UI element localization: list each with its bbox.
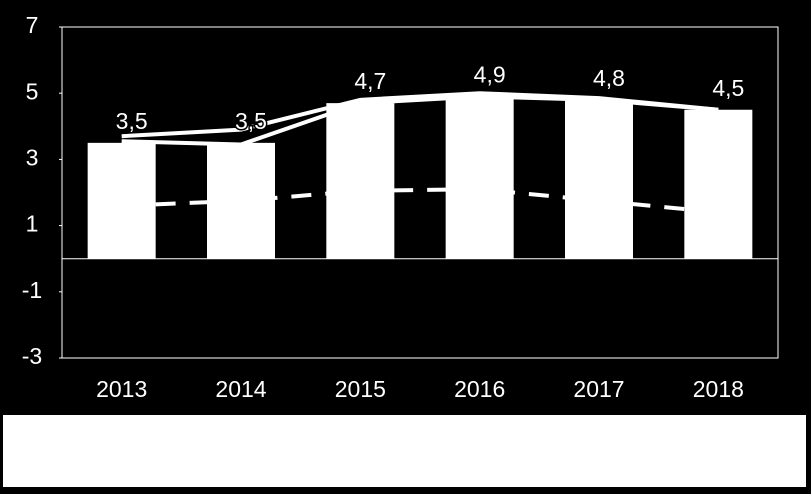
- x-tick-label: 2014: [215, 376, 266, 402]
- x-tick-label: 2018: [693, 376, 744, 402]
- value-label: 4,5: [712, 75, 744, 101]
- bar: [326, 103, 395, 259]
- x-tick-label: 2013: [96, 376, 147, 402]
- line: [121, 94, 719, 147]
- y-tick-label: 1: [26, 211, 39, 237]
- value-label: 4,9: [474, 62, 506, 88]
- y-tick-label: -3: [22, 343, 42, 369]
- x-tick-label: 2016: [454, 376, 505, 402]
- bar: [565, 99, 633, 259]
- bar: [445, 96, 514, 259]
- value-label: 3,5: [116, 108, 148, 134]
- x-tick-label: 2015: [335, 376, 386, 402]
- legend-area: [3, 415, 806, 487]
- x-tick-label: 2017: [573, 376, 624, 402]
- y-tick-label: 3: [26, 144, 39, 170]
- bar: [684, 109, 753, 259]
- y-tick-label: -1: [22, 277, 42, 303]
- y-tick-label: 5: [26, 78, 39, 104]
- bar: [207, 142, 275, 259]
- value-label: 4,8: [593, 65, 625, 91]
- plot-frame: [61, 26, 779, 359]
- value-label: 3,5: [235, 108, 267, 134]
- value-label: 4,7: [354, 68, 386, 94]
- y-tick-label: 7: [26, 12, 39, 38]
- bar: [87, 142, 156, 259]
